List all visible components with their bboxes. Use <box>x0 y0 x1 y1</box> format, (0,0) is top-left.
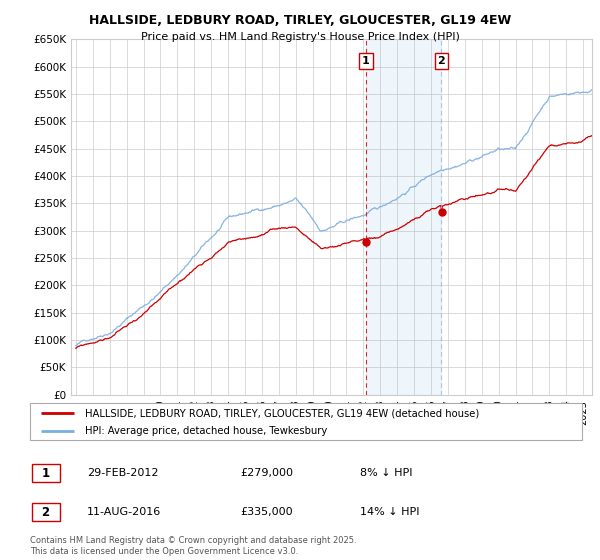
Text: Contains HM Land Registry data © Crown copyright and database right 2025.
This d: Contains HM Land Registry data © Crown c… <box>30 536 356 556</box>
Text: 29-FEB-2012: 29-FEB-2012 <box>87 468 158 478</box>
Text: HALLSIDE, LEDBURY ROAD, TIRLEY, GLOUCESTER, GL19 4EW (detached house): HALLSIDE, LEDBURY ROAD, TIRLEY, GLOUCEST… <box>85 408 479 418</box>
Text: 8% ↓ HPI: 8% ↓ HPI <box>360 468 413 478</box>
Text: £335,000: £335,000 <box>240 507 293 517</box>
Text: 1: 1 <box>362 56 370 66</box>
Text: 2: 2 <box>41 506 50 519</box>
Text: 1: 1 <box>41 466 50 480</box>
Text: HALLSIDE, LEDBURY ROAD, TIRLEY, GLOUCESTER, GL19 4EW: HALLSIDE, LEDBURY ROAD, TIRLEY, GLOUCEST… <box>89 14 511 27</box>
Text: £279,000: £279,000 <box>240 468 293 478</box>
Bar <box>366 39 441 395</box>
Text: 2: 2 <box>437 56 445 66</box>
Text: HPI: Average price, detached house, Tewkesbury: HPI: Average price, detached house, Tewk… <box>85 426 328 436</box>
Text: 14% ↓ HPI: 14% ↓ HPI <box>360 507 419 517</box>
Text: 11-AUG-2016: 11-AUG-2016 <box>87 507 161 517</box>
Text: Price paid vs. HM Land Registry's House Price Index (HPI): Price paid vs. HM Land Registry's House … <box>140 32 460 42</box>
